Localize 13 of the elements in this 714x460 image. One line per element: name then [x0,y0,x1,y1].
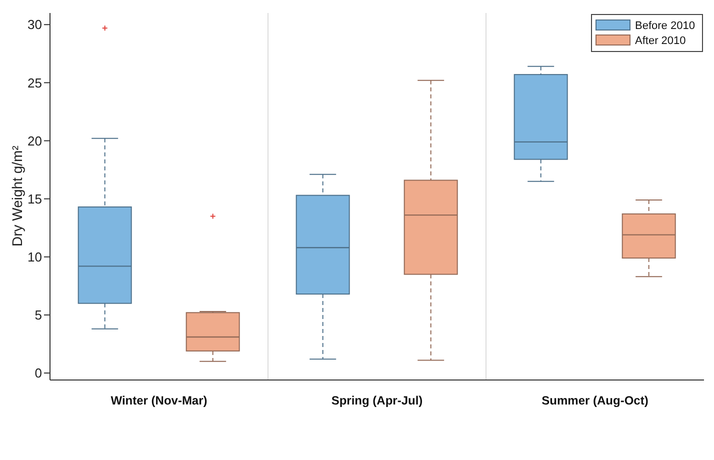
x-tick-label: Winter (Nov-Mar) [110,394,208,408]
x-tick-label: Spring (Apr-Jul) [331,394,423,408]
legend-label: Before 2010 [635,20,695,32]
y-tick-label: 5 [34,308,42,323]
y-tick-label: 20 [28,133,42,148]
y-tick-label: 25 [28,75,42,90]
x-tick-label: Summer (Aug-Oct) [542,394,648,408]
y-tick-label: 10 [28,250,42,265]
y-tick-label: 15 [28,191,42,206]
legend-label: After 2010 [635,35,686,47]
y-axis-title: Dry Weight g/m² [8,145,25,246]
y-tick-label: 30 [28,17,42,32]
y-tick-label: 0 [34,366,42,381]
